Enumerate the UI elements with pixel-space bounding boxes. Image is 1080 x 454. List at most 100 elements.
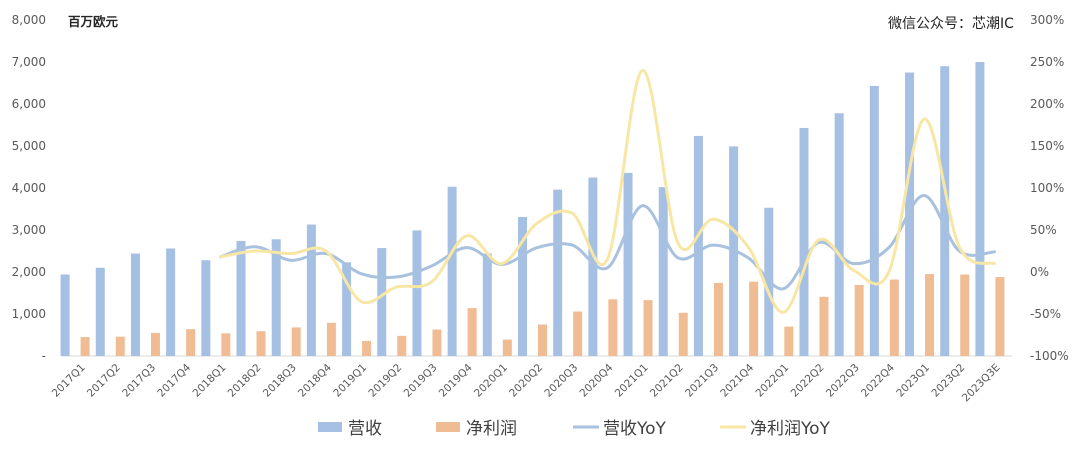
revenue-bar — [518, 216, 527, 356]
y-left-tick-label: 5,000 — [12, 139, 46, 153]
unit-label: 百万欧元 — [68, 14, 119, 29]
revenue-bar — [271, 239, 281, 356]
revenue-bar — [834, 113, 844, 357]
net-profit-bar — [291, 327, 301, 356]
x-tick-label: 2018Q1 — [191, 362, 229, 400]
x-tick-label: 2020Q4 — [578, 361, 616, 399]
legend-label: 营收 — [348, 419, 382, 439]
y-left-tick-label: 6,000 — [12, 97, 46, 111]
revenue-bar — [377, 248, 387, 356]
y-left-tick-label: 8,000 — [12, 13, 46, 27]
bars — [60, 62, 1005, 357]
revenue-bar — [869, 85, 879, 356]
revenue-bar — [940, 66, 950, 356]
x-tick-label: 2019Q4 — [437, 361, 475, 399]
y-right-tick-label: 300% — [1030, 13, 1064, 27]
net-profit-bar — [819, 296, 829, 356]
revenue-bar — [553, 189, 563, 356]
revenue-bar — [975, 62, 985, 356]
net-profit-bar — [432, 329, 442, 356]
net-profit-bar — [960, 274, 970, 356]
y-left-tick-label: 3,000 — [12, 223, 46, 237]
y-right-tick-label: 200% — [1030, 97, 1064, 111]
net-profit-bar — [115, 336, 125, 356]
legend-net-profit-yoy: 净利润YoY — [720, 419, 831, 439]
x-tick-label: 2020Q3 — [542, 362, 580, 400]
revenue-bar — [693, 135, 703, 356]
net-profit-bar — [150, 332, 160, 356]
revenue-bar — [60, 274, 70, 356]
y-right-tick-label: 0% — [1030, 265, 1049, 279]
net-profit-bar — [80, 337, 90, 356]
net-profit-bar — [573, 311, 583, 356]
revenue-bar — [588, 177, 598, 356]
net-profit-bar — [784, 326, 794, 356]
net-profit-bar — [995, 277, 1005, 356]
x-tick-label: 2017Q3 — [120, 362, 158, 400]
x-tick-label: 2018Q2 — [226, 362, 264, 400]
net-profit-bar — [643, 300, 653, 356]
revenue-bar — [342, 262, 352, 356]
net-profit-bar — [502, 339, 512, 356]
revenue-bar — [166, 248, 176, 356]
revenue-bar — [799, 127, 809, 356]
net-profit-bar — [608, 299, 618, 356]
net-profit-yoy-line — [218, 68, 996, 314]
y-right-tick-label: 50% — [1030, 223, 1057, 237]
x-tick-label: 2020Q2 — [507, 362, 545, 400]
legend: 营收 净利润 营收YoY 净利润YoY — [318, 419, 831, 439]
revenue-bar — [447, 186, 457, 356]
lines — [218, 68, 996, 314]
y-left-tick-label: 1,000 — [12, 307, 46, 321]
revenue-bar — [201, 260, 211, 356]
net-profit-bar — [749, 281, 759, 356]
legend-revenue: 营收 — [318, 419, 382, 439]
y-right-tick-label: -50% — [1030, 307, 1061, 321]
revenue-bar — [130, 253, 140, 356]
legend-label: 营收YoY — [603, 419, 667, 439]
y-left-tick-label: - — [42, 349, 46, 363]
x-tick-label: 2019Q1 — [331, 362, 369, 400]
x-tick-label: 2017Q2 — [85, 362, 123, 400]
y-left-tick-label: 4,000 — [12, 181, 46, 195]
net-profit-bar — [678, 312, 688, 356]
revenue-bar — [623, 172, 633, 356]
x-tick-label: 2022Q2 — [789, 362, 827, 400]
x-tick-label: 2022Q3 — [824, 362, 862, 400]
x-tick-label: 2023Q3E — [960, 362, 1003, 405]
x-tick-label: 2021Q3 — [683, 362, 721, 400]
y-left-tick-label: 2,000 — [12, 265, 46, 279]
revenue-bar — [412, 230, 422, 356]
net-profit-bar — [713, 282, 723, 356]
y-right-tick-label: -100% — [1030, 349, 1069, 363]
x-tick-label: 2021Q4 — [718, 361, 756, 399]
net-profit-bar — [538, 324, 547, 356]
legend-swatch — [436, 422, 460, 432]
legend-label: 净利润YoY — [750, 419, 831, 439]
x-tick-label: 2020Q1 — [472, 362, 510, 400]
revenue-bar — [482, 253, 492, 356]
net-profit-bar — [186, 329, 196, 356]
x-tick-label: 2021Q2 — [648, 362, 686, 400]
x-tick-label: 2017Q4 — [155, 361, 193, 399]
x-tick-label: 2022Q1 — [753, 362, 791, 400]
x-tick-label: 2019Q3 — [402, 362, 440, 400]
net-profit-bar — [854, 285, 864, 356]
x-tick-label: 2017Q1 — [50, 362, 88, 400]
revenue-bar — [658, 187, 668, 356]
x-tick-label: 2023Q1 — [894, 362, 932, 400]
x-tick-label: 2021Q1 — [613, 362, 651, 400]
legend-net-profit: 净利润 — [436, 419, 517, 439]
net-profit-bar — [256, 331, 266, 356]
net-profit-bar — [326, 322, 336, 356]
net-profit-bar — [925, 274, 935, 356]
net-profit-bar — [889, 279, 899, 356]
y-right-tick-label: 250% — [1030, 55, 1064, 69]
net-profit-bar — [221, 333, 231, 356]
y-left-tick-label: 7,000 — [12, 55, 46, 69]
x-tick-label: 2018Q4 — [296, 361, 334, 399]
y-right-tick-label: 150% — [1030, 139, 1064, 153]
revenue-bar — [236, 240, 246, 356]
x-tick-label: 2018Q3 — [261, 362, 299, 400]
